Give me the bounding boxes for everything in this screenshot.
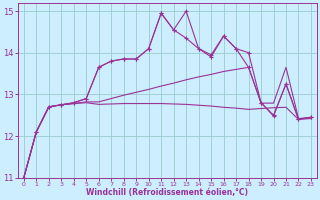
X-axis label: Windchill (Refroidissement éolien,°C): Windchill (Refroidissement éolien,°C) [86, 188, 248, 197]
